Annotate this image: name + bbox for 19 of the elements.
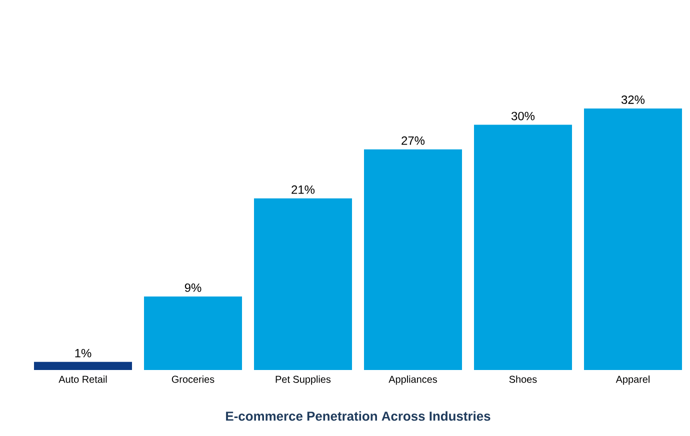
x-tick-label: Apparel xyxy=(616,376,650,385)
bar xyxy=(364,149,462,370)
x-tick-label: Appliances xyxy=(388,376,437,385)
data-label: 32% xyxy=(621,95,645,104)
text: E-commerce Penetration Across Industries xyxy=(226,411,490,421)
bar xyxy=(474,124,572,370)
bar xyxy=(584,108,682,370)
x-tick-label: Pet Supplies xyxy=(276,376,331,385)
bar xyxy=(254,198,352,370)
data-label: 1% xyxy=(75,348,92,358)
bar xyxy=(34,362,132,370)
x-tick-label: Groceries xyxy=(172,376,214,383)
data-label: 27% xyxy=(402,136,425,145)
data-label: 9% xyxy=(184,283,202,292)
data-label: 21% xyxy=(292,185,315,194)
data-label: 30% xyxy=(511,112,535,120)
x-tick-label: Shoes xyxy=(509,376,537,383)
x-tick-label: Auto Retail xyxy=(58,376,107,383)
bar xyxy=(144,296,242,370)
